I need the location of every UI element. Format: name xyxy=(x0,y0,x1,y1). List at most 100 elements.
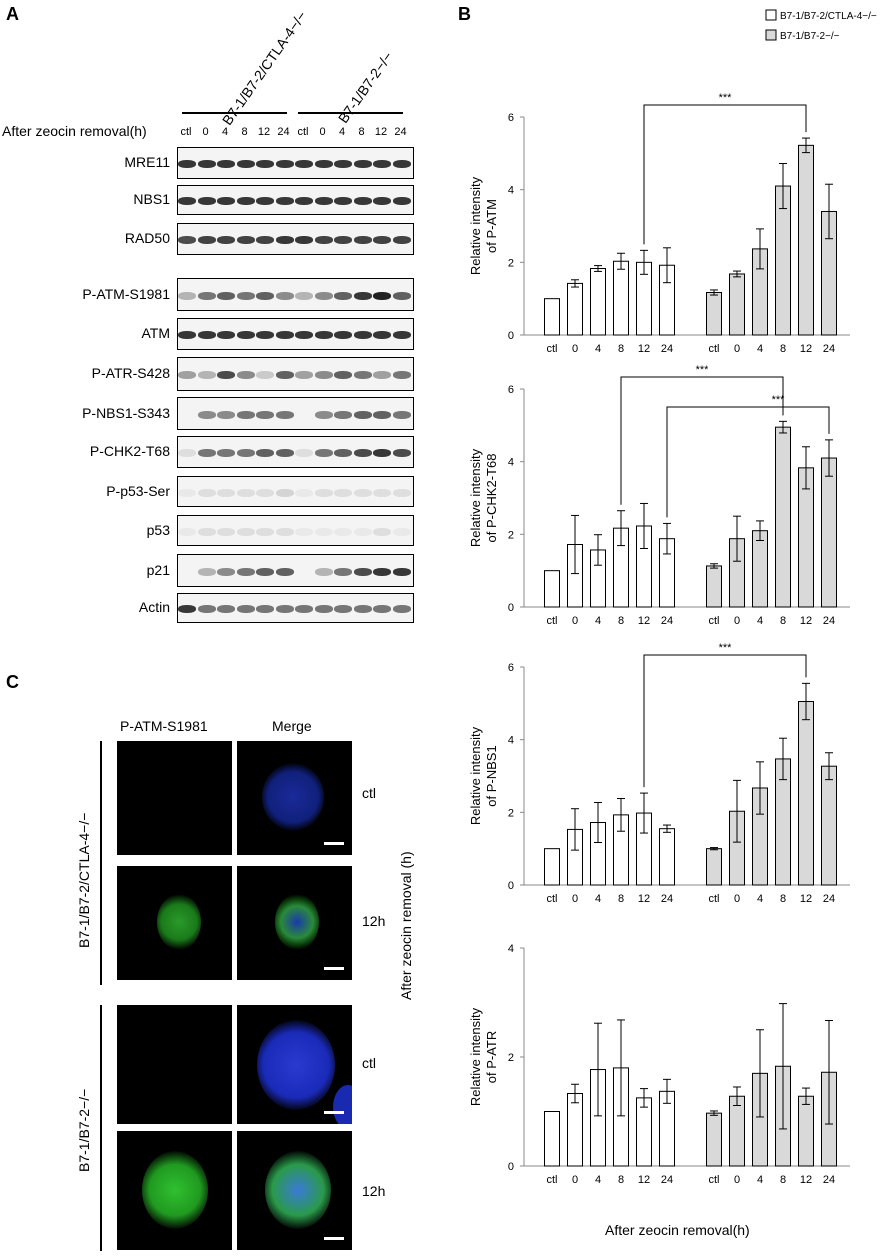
blot-band xyxy=(392,567,411,576)
x-tick-label: 8 xyxy=(618,343,624,355)
lane-label: 4 xyxy=(221,126,229,138)
group1-vline xyxy=(100,741,102,985)
micrograph-merge-12h-2 xyxy=(237,1131,352,1250)
blot-band xyxy=(217,605,235,613)
x-tick-label: ctl xyxy=(709,615,720,627)
blot-band xyxy=(197,410,216,419)
blot-band xyxy=(217,567,235,576)
blot-strip xyxy=(177,476,414,507)
bar xyxy=(544,848,560,886)
blot-band xyxy=(217,488,235,497)
blot-band xyxy=(353,527,372,536)
x-tick-label: 24 xyxy=(661,1174,673,1186)
blot-band xyxy=(256,567,274,576)
blot-band xyxy=(373,331,391,339)
blot-band xyxy=(373,410,391,419)
bar xyxy=(544,570,560,608)
x-tick-label: 24 xyxy=(661,615,673,627)
blot-band xyxy=(197,488,216,497)
scale-bar xyxy=(324,842,344,845)
blot-band xyxy=(295,527,313,536)
bar xyxy=(798,144,814,336)
x-tick-label: 12 xyxy=(638,615,650,627)
lane-label: 4 xyxy=(338,126,346,138)
x-tick-label: 8 xyxy=(780,893,786,905)
blot-band xyxy=(314,236,333,244)
blot-band xyxy=(217,197,235,205)
blot-strip xyxy=(177,593,414,623)
x-tick-label: 4 xyxy=(595,893,601,905)
blot-band xyxy=(197,567,216,576)
x-tick-label: 12 xyxy=(638,893,650,905)
blot-band xyxy=(334,291,352,300)
blot-band xyxy=(314,410,333,419)
blot-band xyxy=(236,605,255,613)
bar xyxy=(729,273,745,336)
significance-label: *** xyxy=(772,394,786,406)
x-tick-label: ctl xyxy=(709,343,720,355)
blot-band xyxy=(197,527,216,536)
blot-band xyxy=(236,236,255,244)
blot-band xyxy=(373,236,391,244)
y-tick-label: 0 xyxy=(508,880,514,892)
blot-band xyxy=(178,197,196,205)
x-tick-label: 4 xyxy=(595,615,601,627)
blot-band xyxy=(314,371,333,379)
significance-bracket xyxy=(643,104,807,245)
blot-band xyxy=(314,197,333,205)
panel-a-letter: A xyxy=(6,4,19,24)
blot-band xyxy=(275,371,294,379)
blot-band xyxy=(353,488,372,497)
blot-band xyxy=(178,160,196,168)
y-axis-label: of P-ATM xyxy=(484,199,499,253)
blot-band xyxy=(275,197,294,205)
bar xyxy=(798,1095,814,1167)
bar xyxy=(706,848,722,886)
blot-band xyxy=(178,371,196,379)
x-tick-label: 24 xyxy=(823,343,835,355)
bar xyxy=(659,828,675,886)
y-tick-label: 0 xyxy=(508,1161,514,1173)
y-tick-label: 0 xyxy=(508,330,514,342)
bar xyxy=(729,1095,745,1167)
group1-vertical-label: B7-1/B7-2/CTLA-4−/− xyxy=(76,812,92,948)
significance-label: *** xyxy=(719,92,733,104)
blot-band xyxy=(392,449,411,457)
group2-bracket xyxy=(298,112,403,114)
blot-band xyxy=(392,160,411,168)
blot-label: p53 xyxy=(146,521,170,538)
blot-band xyxy=(353,160,372,168)
x-tick-label: 4 xyxy=(595,1174,601,1186)
blot-band xyxy=(256,488,274,497)
x-tick-label: 4 xyxy=(757,343,763,355)
blot-band xyxy=(353,449,372,457)
x-tick-label: 24 xyxy=(661,893,673,905)
group2-vline xyxy=(100,1005,102,1251)
y-tick-label: 4 xyxy=(508,185,514,197)
x-tick-label: ctl xyxy=(547,1174,558,1186)
blot-band xyxy=(295,291,313,300)
micrograph-merge-12h-1 xyxy=(237,866,352,980)
blot-band xyxy=(373,605,391,613)
blot-band xyxy=(178,331,196,339)
x-tick-label: 24 xyxy=(823,615,835,627)
blot-band xyxy=(256,160,274,168)
x-tick-label: 0 xyxy=(734,615,740,627)
y-tick-label: 4 xyxy=(508,943,514,955)
scale-bar xyxy=(324,1111,344,1114)
blot-band xyxy=(295,236,313,244)
time-label-12h-2: 12h xyxy=(362,1183,386,1199)
blot-band xyxy=(353,236,372,244)
blot-band xyxy=(275,567,294,576)
blot-strip xyxy=(177,397,414,430)
blot-band xyxy=(236,410,255,419)
blot-band xyxy=(256,236,274,244)
blot-band xyxy=(236,527,255,536)
y-axis-label: Relative intensity xyxy=(468,448,483,547)
blot-band xyxy=(217,236,235,244)
blot-band xyxy=(217,371,235,379)
blot-band xyxy=(178,449,196,457)
bar xyxy=(775,426,791,608)
blot-band xyxy=(275,605,294,613)
significance-bracket xyxy=(643,654,807,788)
